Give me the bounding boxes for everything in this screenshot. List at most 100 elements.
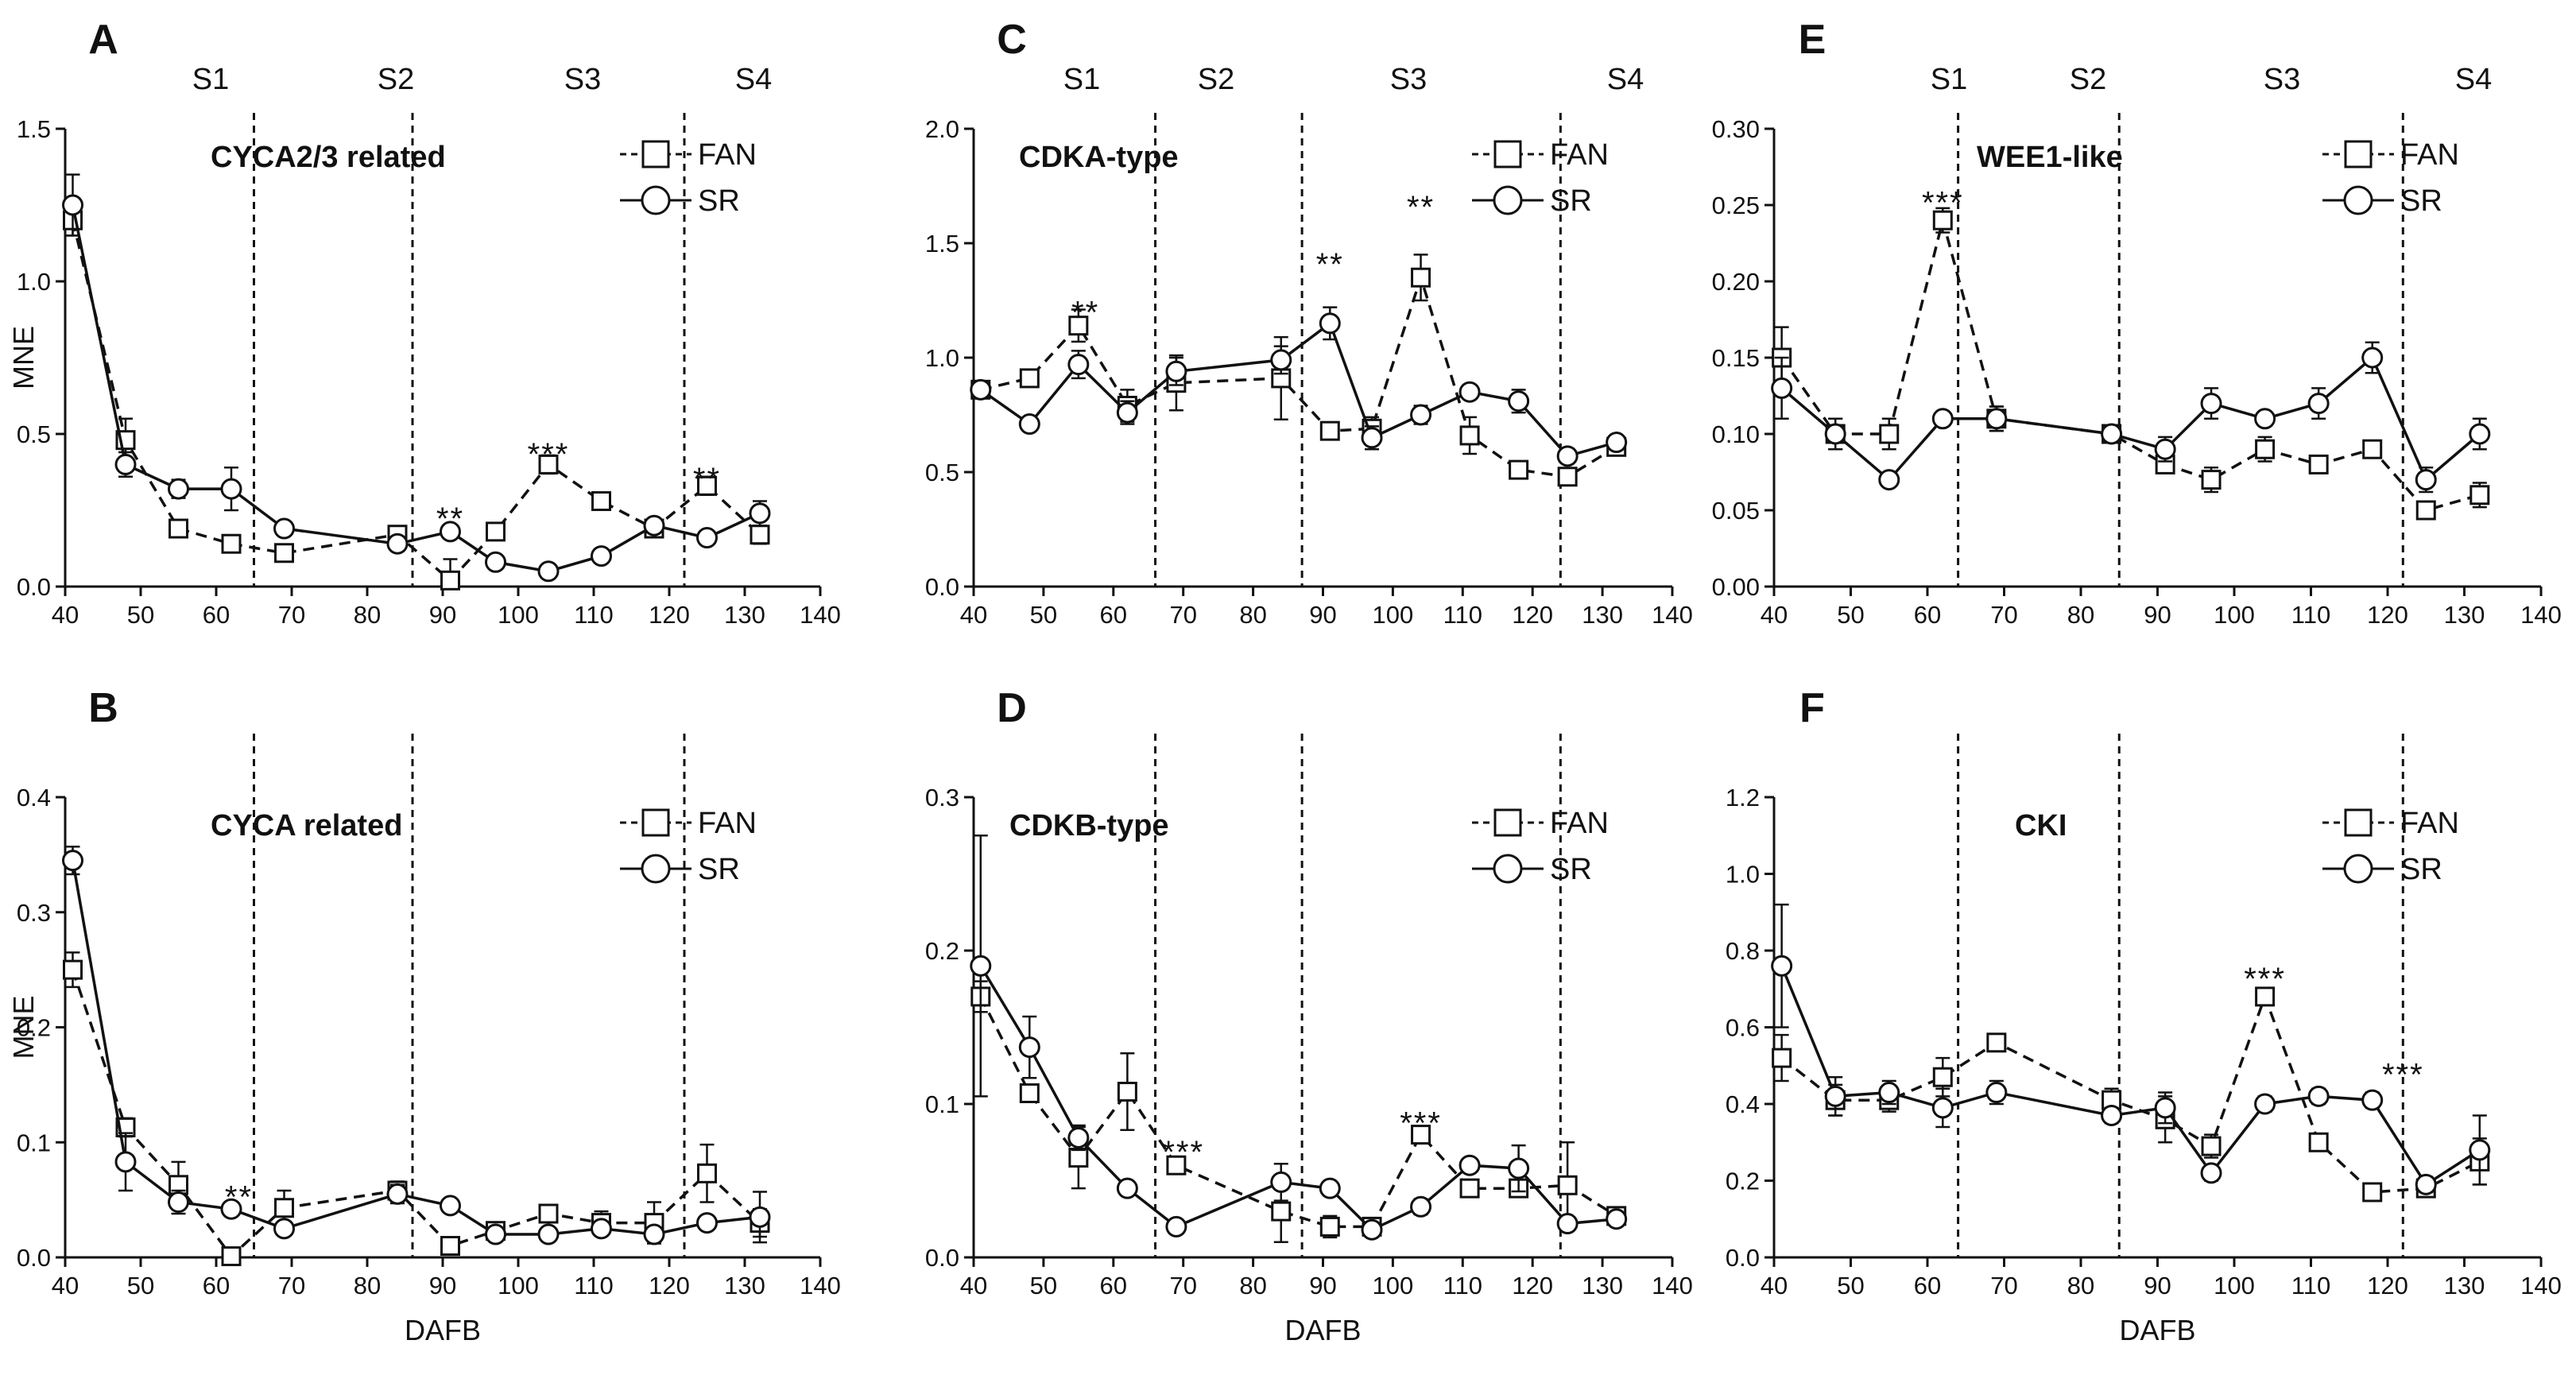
x-tick-label: 120 <box>649 601 690 629</box>
data-point-fan <box>1117 1082 1137 1102</box>
data-point-sr <box>2469 423 2491 445</box>
x-tick-label: 50 <box>1837 1272 1864 1299</box>
data-point-sr <box>220 1198 242 1220</box>
chart-panel-e: 40 50 60 70 80 90 100 110 120 130 140 0.00 0.05 0.10 0… <box>1712 17 2562 629</box>
significance-marker: ** <box>1407 190 1435 225</box>
data-point-sr <box>273 1218 295 1240</box>
data-point-sr <box>1116 1177 1138 1199</box>
y-axis-label: MNE <box>7 996 40 1059</box>
data-point-sr <box>2361 347 2384 369</box>
legend-square-marker <box>2344 140 2373 168</box>
panel-letter: F <box>1799 685 1825 731</box>
y-tick-label: 0.1 <box>925 1090 959 1118</box>
y-tick-label: 1.0 <box>1726 861 1760 889</box>
significance-marker: ** <box>1071 296 1099 331</box>
data-point-sr <box>1116 401 1138 424</box>
data-point-fan <box>2201 470 2222 490</box>
data-point-fan <box>1459 425 1480 446</box>
data-point-sr <box>696 527 718 549</box>
data-point-fan <box>1019 368 1040 389</box>
y-tick-label: 0.4 <box>17 784 51 811</box>
data-point-fan <box>221 533 242 554</box>
x-tick-label: 80 <box>354 601 381 629</box>
x-tick-label: 80 <box>2067 601 2094 629</box>
data-point-fan <box>2308 454 2329 474</box>
x-tick-label: 60 <box>203 1272 230 1299</box>
data-point-sr <box>643 514 665 536</box>
stage-label: S1 <box>192 63 229 96</box>
data-point-sr <box>1771 955 1793 977</box>
x-tick-label: 40 <box>960 601 987 629</box>
legend-label: SR <box>698 184 740 218</box>
data-point-fan <box>1509 459 1529 480</box>
stage-label: S4 <box>1607 63 1644 96</box>
data-point-fan <box>486 521 506 542</box>
y-tick-label: 0.4 <box>1726 1090 1760 1118</box>
significance-marker: ** <box>225 1179 253 1214</box>
data-point-fan <box>274 543 294 564</box>
x-tick-label: 140 <box>800 601 841 629</box>
stage-label: S3 <box>2264 63 2300 96</box>
stage-label: S2 <box>1198 63 1234 96</box>
x-tick-label: 120 <box>649 1272 690 1299</box>
x-tick-label: 70 <box>1169 601 1196 629</box>
y-tick-label: 0.0 <box>925 1244 959 1272</box>
stage-label: S1 <box>1931 63 1967 96</box>
legend-square-marker <box>641 140 670 168</box>
stage-label: S1 <box>1063 63 1100 96</box>
chart-title: WEE1-like <box>1977 141 2123 174</box>
data-point-sr <box>220 478 242 500</box>
x-tick-label: 120 <box>2367 601 2408 629</box>
data-point-sr <box>1606 432 1628 454</box>
data-point-sr <box>1824 1085 1846 1107</box>
y-tick-label: 0.25 <box>1712 192 1760 219</box>
data-point-sr <box>62 194 83 216</box>
x-tick-label: 70 <box>1169 1272 1196 1299</box>
data-point-sr <box>1556 1213 1579 1235</box>
legend-square-marker <box>2344 808 2373 837</box>
x-tick-label: 130 <box>1582 1272 1623 1299</box>
series-line-sr <box>1780 965 2481 1187</box>
data-point-sr <box>1165 1215 1187 1238</box>
data-point-sr <box>1824 423 1846 445</box>
legend-label: FAN <box>698 807 757 840</box>
data-point-sr <box>2469 1139 2491 1161</box>
data-point-sr <box>1985 1082 2008 1104</box>
data-point-sr <box>2101 423 2123 445</box>
data-point-fan <box>697 1163 717 1183</box>
y-tick-label: 0.0 <box>925 573 959 601</box>
legend-circle-marker <box>2343 185 2373 215</box>
x-tick-label: 70 <box>278 601 305 629</box>
data-point-sr <box>591 1218 612 1240</box>
legend-label: SR <box>1550 853 1592 886</box>
x-tick-label: 70 <box>1990 601 2017 629</box>
data-point-sr <box>1985 408 2008 430</box>
x-tick-label: 60 <box>203 601 230 629</box>
y-tick-label: 0.5 <box>17 420 51 448</box>
data-point-fan <box>1932 1067 1953 1087</box>
x-tick-label: 50 <box>1837 601 1864 629</box>
legend-circle-marker <box>2343 854 2373 884</box>
x-tick-label: 40 <box>1761 1272 1788 1299</box>
significance-marker: *** <box>1162 1135 1204 1170</box>
x-tick-label: 100 <box>1373 1272 1414 1299</box>
stage-label: S4 <box>2455 63 2492 96</box>
legend-label: SR <box>698 853 740 886</box>
data-point-sr <box>114 453 137 475</box>
data-point-sr <box>485 1223 506 1245</box>
y-tick-label: 0.5 <box>925 459 959 486</box>
significance-marker: *** <box>1922 185 1964 220</box>
data-point-sr <box>970 955 992 977</box>
chart-title: CKI <box>2015 809 2067 842</box>
x-tick-label: 60 <box>1914 1272 1941 1299</box>
data-point-sr <box>1931 408 1954 430</box>
data-point-sr <box>2254 1093 2276 1115</box>
x-tick-label: 80 <box>1239 601 1266 629</box>
data-point-sr <box>386 1183 409 1205</box>
x-tick-label: 130 <box>2444 601 2485 629</box>
x-tick-label: 80 <box>354 1272 381 1299</box>
significance-marker: ** <box>1316 247 1344 282</box>
data-point-sr <box>273 517 295 540</box>
data-point-fan <box>1319 420 1340 441</box>
y-tick-label: 0.6 <box>1726 1014 1760 1042</box>
